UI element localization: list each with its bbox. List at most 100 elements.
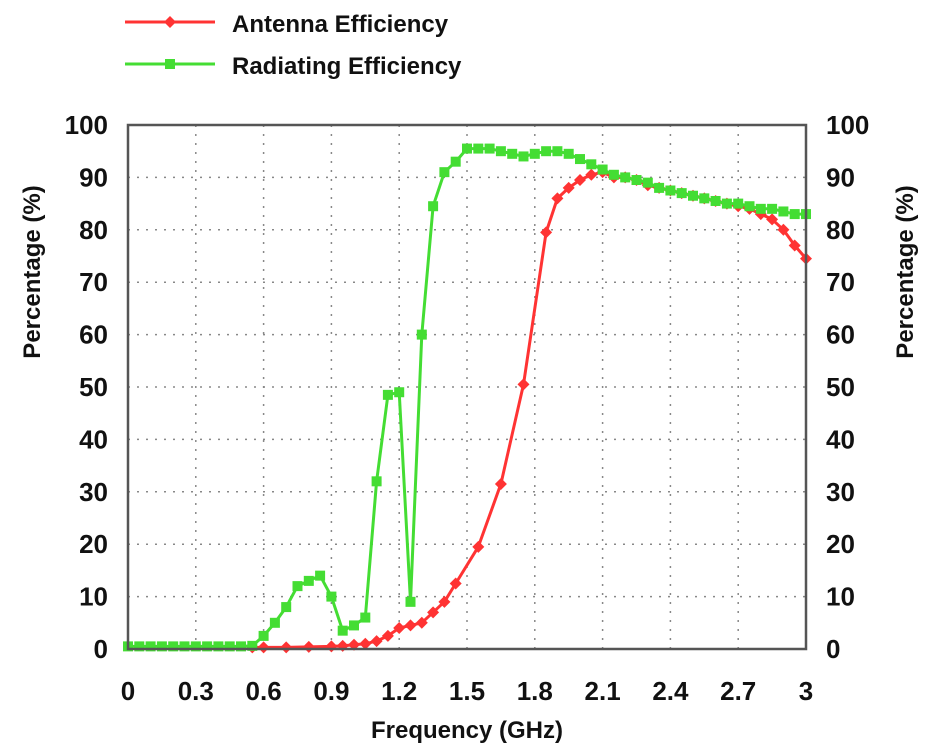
legend: Antenna Efficiency Radiating Efficiency [125,11,462,80]
data-point [394,387,405,398]
data-point [788,239,801,252]
data-point [551,192,564,205]
data-point [404,619,417,632]
data-point [541,146,552,157]
x-tick-label: 0.3 [178,676,214,706]
y-tick-label-right: 50 [826,372,855,402]
y-tick-label-right: 70 [826,267,855,297]
data-point [359,637,372,650]
data-point [292,581,303,592]
data-point [326,591,337,602]
data-point [224,641,235,652]
data-point [134,641,145,652]
data-point [472,540,485,553]
data-point [258,630,269,641]
data-point [585,168,598,181]
x-tick-label: 2.4 [652,676,689,706]
data-point [744,201,755,212]
data-point [676,188,687,199]
data-point [518,151,529,162]
data-point [529,148,540,159]
data-point [202,641,213,652]
y-tick-label-left: 60 [79,320,108,350]
data-point [620,172,631,183]
data-point [449,577,462,590]
data-point [631,175,642,186]
series-radiating-efficiency [123,143,811,652]
data-point [213,641,224,652]
data-point [281,602,292,613]
data-point [145,641,156,652]
data-point [428,201,439,212]
y-tick-label-left: 80 [79,215,108,245]
data-point [665,185,676,196]
y-tick-label-right: 30 [826,477,855,507]
data-point [179,641,190,652]
data-point [427,606,440,619]
x-tick-label: 2.1 [585,676,621,706]
legend-item-antenna-efficiency: Antenna Efficiency [125,11,449,38]
data-point [778,206,789,217]
data-point [371,476,382,487]
data-point [642,177,653,188]
x-axis-title: Frequency (GHz) [371,717,563,744]
y-tick-label-left: 100 [65,110,108,140]
data-point [439,167,450,178]
data-point [405,596,416,607]
data-point [721,198,732,209]
y-tick-label-right: 90 [826,162,855,192]
data-point [393,622,406,635]
data-point [370,635,383,648]
data-point [495,146,506,157]
data-point [575,154,585,165]
data-point [337,625,348,636]
y-axis-title-right: Percentage (%) [892,185,919,358]
data-point [382,389,393,400]
data-point [507,148,518,159]
data-point [789,209,800,220]
y-tick-label-left: 70 [79,267,108,297]
data-point [303,575,314,586]
y-tick-label-left: 40 [79,424,108,454]
y-tick-label-left: 50 [79,372,108,402]
legend-item-radiating-efficiency: Radiating Efficiency [125,53,462,80]
data-point [416,329,427,340]
y-tick-label-right: 0 [826,634,840,664]
data-point [699,193,710,204]
data-point [438,595,451,608]
data-point [540,226,553,239]
x-tick-label: 1.5 [449,676,485,706]
data-point [494,477,507,490]
y-tick-label-right: 40 [826,424,855,454]
grid [128,125,806,649]
y-tick-label-left: 30 [79,477,108,507]
data-point [654,182,665,193]
y-tick-label-right: 100 [826,110,869,140]
plot-frame [126,123,808,651]
data-point [563,148,574,159]
data-point [349,620,359,631]
data-point [190,641,201,652]
x-tick-label: 0.6 [246,676,282,706]
data-point [517,378,530,391]
x-tick-label: 3 [799,676,813,706]
legend-label-antenna-efficiency: Antenna Efficiency [232,11,449,38]
data-point [710,195,721,206]
data-point [280,641,293,654]
x-tick-label: 1.8 [517,676,553,706]
y-tick-label-left: 0 [94,634,108,664]
legend-marker-radiating-efficiency [165,59,175,69]
data-point [236,641,246,652]
data-point [450,156,461,167]
y-tick-label-right: 80 [826,215,855,245]
data-point [381,629,394,642]
data-point [360,612,371,623]
data-point [257,641,270,654]
y-axis-title-left: Percentage (%) [19,185,46,358]
data-point [766,213,779,226]
y-tick-label-left: 10 [79,582,108,612]
data-point [269,617,280,628]
legend-label-radiating-efficiency: Radiating Efficiency [232,53,462,80]
data-point [462,143,472,154]
x-tick-label: 2.7 [720,676,756,706]
